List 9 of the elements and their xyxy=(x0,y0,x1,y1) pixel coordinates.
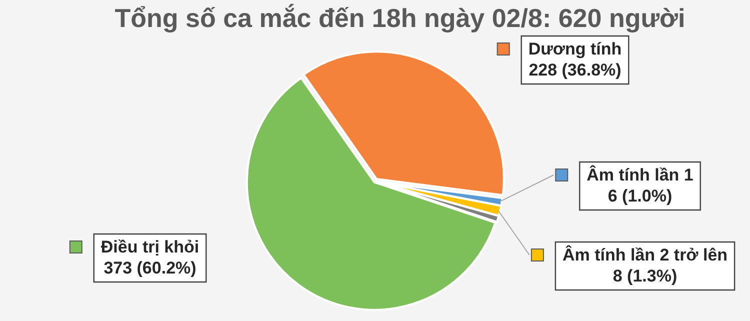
chart-title: Tổng số ca mắc đến 18h ngày 02/8: 620 người xyxy=(114,3,686,34)
data-label: 6 (1.0%) xyxy=(608,186,672,206)
legend-label: Dương tính xyxy=(528,40,622,59)
legend-label: Âm tính lần 2 trở lên xyxy=(562,244,728,265)
legend-label: Âm tính lần 1 xyxy=(586,164,694,185)
legend-label: Điều trị khỏi xyxy=(100,238,200,257)
data-label: 373 (60.2%) xyxy=(104,258,196,278)
data-label: 8 (1.3%) xyxy=(612,266,678,286)
data-label: 228 (36.8%) xyxy=(528,60,622,80)
